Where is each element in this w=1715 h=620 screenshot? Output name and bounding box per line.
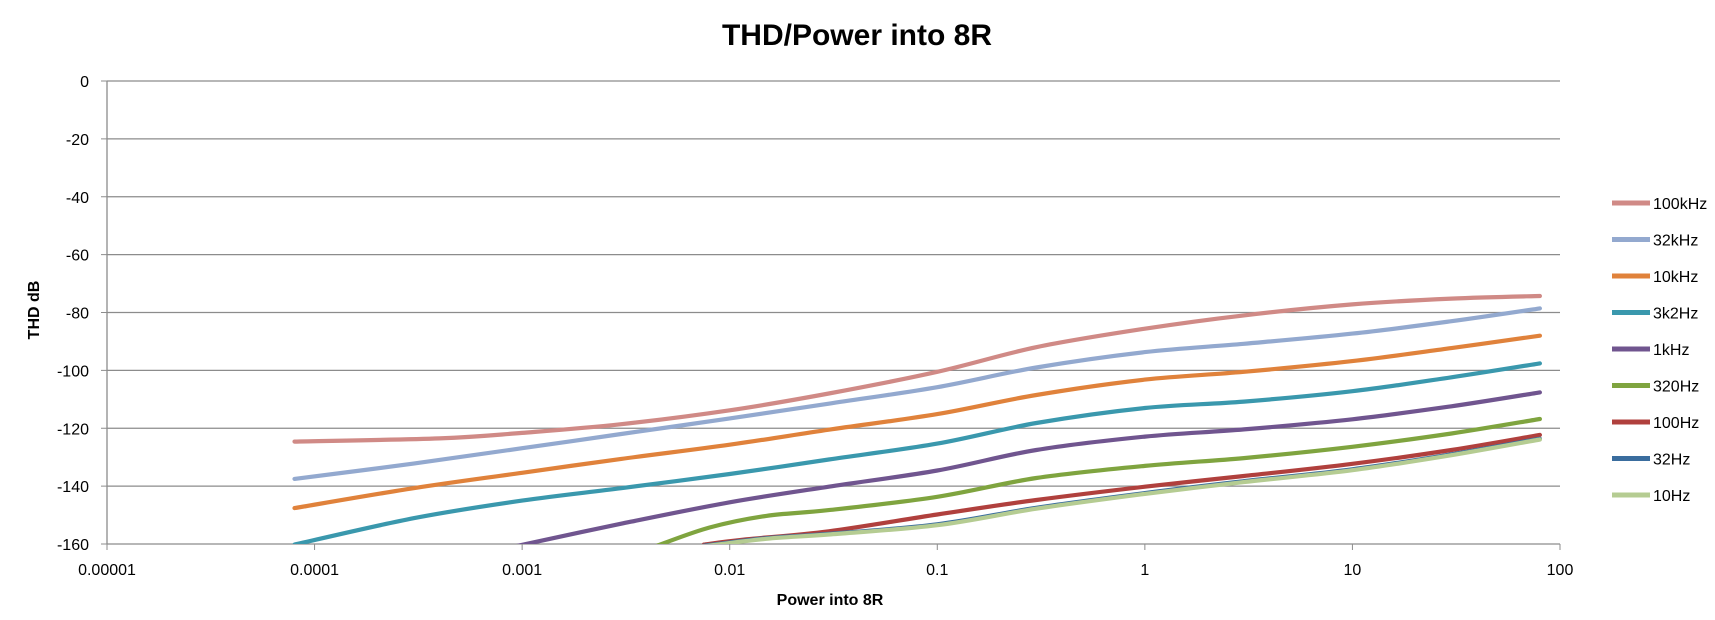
y-axis-title: THD dB [26,281,43,340]
series-line-320Hz [656,416,1542,544]
gridlines [107,80,1560,487]
y-tick-label: 0 [80,74,89,91]
x-tick-label: 0.0001 [290,562,339,579]
legend-label: 32kHz [1653,233,1698,250]
y-tick-label: -20 [66,132,89,149]
y-tick-label: -60 [66,248,89,265]
y-tick-label: -140 [57,479,89,496]
series-line-3k2Hz [292,361,1542,544]
y-tick-label: -80 [66,306,89,323]
series-line-100kHz [292,293,1542,444]
y-tick-label: -120 [57,421,89,438]
legend: 100kHz 32kHz 10kHz 3k2Hz 1kHz 320Hz 100Hz 32Hz 1… [1612,196,1707,505]
y-tick-label: -160 [57,537,89,554]
legend-label: 1kHz [1653,342,1689,359]
series-line-10kHz [292,333,1542,511]
legend-label: 100Hz [1653,415,1699,432]
x-tick-label: 0.1 [926,562,948,579]
legend-label: 32Hz [1653,452,1690,469]
x-tick-label: 100 [1547,562,1574,579]
y-tick-label: -40 [66,190,89,207]
x-tick-label: 1 [1140,562,1149,579]
series-line-32kHz [292,306,1542,481]
x-axis-title: Power into 8R [777,592,884,609]
y-tick-label: -100 [57,363,89,380]
chart-title: THD/Power into 8R [722,19,992,52]
series-lines [292,293,1542,544]
y-axis-ticks: 0 -20 -40 -60 -80 -100 -120 -140 -160 [57,74,107,554]
legend-label: 320Hz [1653,379,1699,396]
x-tick-label: 0.001 [502,562,542,579]
series-line-1kHz [516,390,1542,544]
x-tick-label: 0.01 [714,562,745,579]
x-tick-label: 0.00001 [78,562,136,579]
x-tick-label: 10 [1344,562,1362,579]
legend-label: 100kHz [1653,196,1707,213]
legend-label: 10kHz [1653,269,1698,286]
series-line-10Hz [705,437,1542,544]
series-line-100Hz [701,432,1542,544]
legend-label: 10Hz [1653,488,1690,505]
legend-label: 3k2Hz [1653,306,1698,323]
x-axis-ticks: 0.00001 0.0001 0.001 0.01 0.1 1 10 100 [78,544,1573,579]
